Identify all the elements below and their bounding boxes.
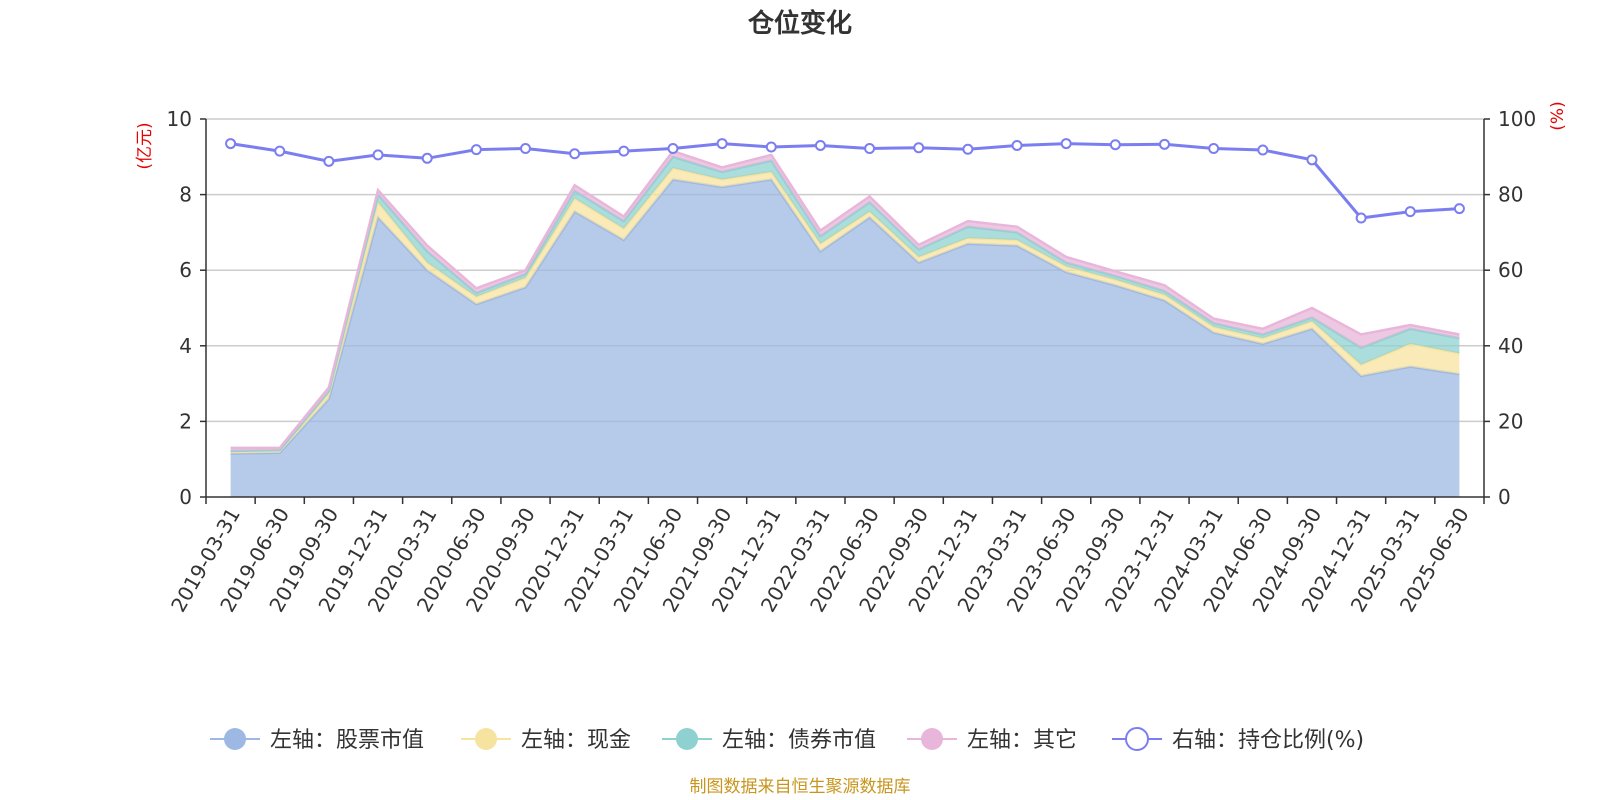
ratio-line [225, 138, 1465, 224]
right-tick-label: 40 [1498, 334, 1523, 358]
legend-label: 右轴：持仓比例(%) [1172, 728, 1364, 753]
ratio-point [569, 148, 581, 160]
legend-dot [1125, 727, 1149, 751]
ratio-point [274, 145, 286, 157]
right-tick-label: 0 [1498, 485, 1511, 509]
right-tick-label: 60 [1498, 258, 1523, 282]
stacked-areas [230, 149, 1460, 497]
area-band [230, 179, 1460, 497]
ratio-point [1404, 206, 1416, 218]
right-tick-label: 80 [1498, 183, 1523, 207]
right-tick-label: 100 [1498, 107, 1536, 131]
ratio-point [1208, 142, 1220, 154]
ratio-point [1109, 139, 1121, 151]
ratio-point [962, 143, 974, 155]
ratio-point [716, 138, 728, 150]
ratio-point [1011, 139, 1023, 151]
legend: 左轴：股票市值 左轴：现金 左轴：债券市值 左轴：其它 右轴：持仓比例(%) [210, 727, 1364, 753]
legend-label: 左轴：其它 [967, 728, 1077, 753]
ratio-point [1060, 138, 1072, 150]
ratio-point [225, 138, 237, 150]
ratio-point [372, 149, 384, 161]
source-note: 制图数据来自恒生聚源数据库 [690, 777, 911, 797]
ratio-point [667, 142, 679, 154]
legend-label: 左轴：股票市值 [270, 728, 424, 753]
ratio-point [470, 144, 482, 156]
left-tick-label: 0 [179, 485, 192, 509]
ratio-point [421, 152, 433, 164]
ratio-point [1355, 212, 1367, 224]
legend-dot [921, 728, 943, 750]
left-tick-label: 2 [179, 409, 192, 433]
legend-dot [475, 728, 497, 750]
left-tick-label: 8 [179, 183, 192, 207]
ratio-point [323, 155, 335, 167]
right-tick-label: 20 [1498, 409, 1523, 433]
right-axis-unit: (%) [1548, 101, 1568, 130]
ratio-point [1257, 144, 1269, 156]
left-axis-unit: (亿元) [135, 122, 155, 169]
ratio-point [814, 139, 826, 151]
ratio-point [765, 141, 777, 153]
left-tick-label: 4 [179, 334, 192, 358]
legend-dot [676, 728, 698, 750]
ratio-line-path [230, 142, 1460, 220]
area-edge [230, 149, 1460, 450]
legend-dot [224, 728, 246, 750]
legend-label: 左轴：现金 [521, 728, 631, 753]
left-tick-label: 6 [179, 258, 192, 282]
ratio-point [1453, 203, 1465, 215]
ratio-point [618, 145, 630, 157]
chart-title: 仓位变化 [747, 8, 852, 39]
left-tick-label: 10 [167, 107, 192, 131]
ratio-point [1306, 154, 1318, 166]
ratio-point [520, 142, 531, 154]
ratio-point [864, 142, 876, 154]
ratio-point [913, 142, 925, 154]
legend-label: 左轴：债券市值 [722, 728, 876, 753]
ratio-point [1159, 138, 1170, 150]
